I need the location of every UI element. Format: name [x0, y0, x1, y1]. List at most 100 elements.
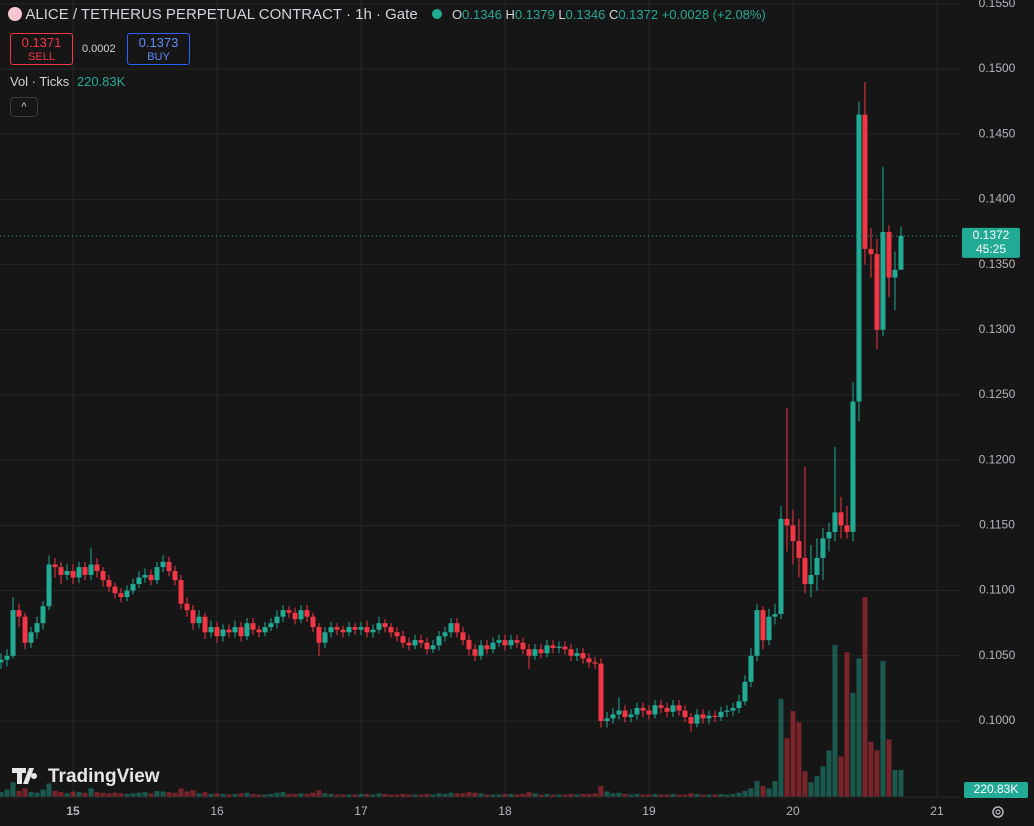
- volume-bar: [430, 794, 436, 797]
- candle-body: [544, 645, 550, 654]
- volume-bar: [682, 794, 688, 797]
- volume-bar: [76, 792, 82, 797]
- candle-body: [382, 623, 388, 628]
- candle-body: [814, 557, 820, 575]
- candle-body: [856, 114, 862, 402]
- y-tick-label: 0.1000: [979, 713, 1016, 727]
- volume-bar: [796, 722, 802, 797]
- y-tick-label: 0.1050: [979, 648, 1016, 662]
- sell-button[interactable]: 0.1371 SELL: [10, 33, 73, 65]
- candle-body: [784, 518, 790, 526]
- volume-bar: [268, 793, 274, 797]
- volume-bar: [496, 794, 502, 797]
- volume-bar: [646, 794, 652, 797]
- candle-body: [16, 610, 22, 617]
- candle-body: [652, 705, 658, 715]
- last-price-tag: [962, 227, 1020, 258]
- candle-body: [376, 623, 382, 630]
- volume-bar: [838, 756, 844, 797]
- volume-bar: [880, 660, 886, 797]
- candle-body: [556, 646, 562, 648]
- candle-body: [232, 627, 238, 633]
- volume-title: Vol · Ticks: [10, 74, 70, 89]
- volume-bar: [250, 793, 256, 797]
- candle-body: [586, 658, 592, 663]
- volume-value: 220.83K: [76, 74, 126, 89]
- candle-body: [646, 710, 652, 715]
- candle-body: [418, 640, 424, 643]
- candle-body: [316, 627, 322, 643]
- candle-body: [322, 632, 328, 643]
- y-tick-label: 0.1550: [979, 0, 1016, 10]
- collapse-button[interactable]: ^: [10, 97, 38, 117]
- settings-icon[interactable]: [992, 806, 1004, 818]
- candle-body: [334, 627, 340, 630]
- candle-body: [0, 659, 4, 663]
- volume-bar: [340, 794, 346, 797]
- volume-bar: [724, 794, 730, 797]
- y-tick-label: 0.1350: [979, 257, 1016, 271]
- candle-body: [166, 561, 172, 572]
- volume-bar: [652, 793, 658, 797]
- volume-bar: [154, 790, 160, 797]
- volume-bar: [748, 788, 754, 797]
- candle-body: [250, 623, 256, 630]
- candle-body: [670, 705, 676, 712]
- volume-bar: [184, 791, 190, 797]
- candle-body: [190, 610, 196, 624]
- volume-bar: [394, 794, 400, 797]
- y-tick-label: 0.1300: [979, 322, 1016, 336]
- candle-body: [442, 632, 448, 637]
- buy-button[interactable]: 0.1373 BUY: [127, 33, 190, 65]
- sell-label: SELL: [28, 51, 55, 63]
- logo-mark: [12, 768, 38, 784]
- volume-bar: [70, 791, 76, 797]
- status-dot: [431, 9, 442, 19]
- volume-bar: [376, 793, 382, 797]
- volume-bar: [244, 792, 250, 797]
- candle-body: [424, 642, 430, 650]
- candle-body: [34, 623, 40, 633]
- volume-bar: [772, 781, 778, 797]
- candle-body: [868, 248, 874, 255]
- candle-body: [94, 564, 100, 572]
- volume-bar: [82, 792, 88, 797]
- volume-bar: [472, 792, 478, 797]
- volume-bar: [226, 794, 232, 797]
- volume-bar: [322, 793, 328, 797]
- volume-bar: [508, 793, 514, 797]
- volume-bar: [544, 793, 550, 797]
- volume-bar: [592, 793, 598, 797]
- candle-body: [880, 231, 886, 330]
- spread: 0.0002: [82, 43, 116, 55]
- volume-bar: [4, 789, 10, 797]
- candle-body: [760, 610, 766, 641]
- volume-bar: [568, 793, 574, 797]
- volume-bar: [832, 644, 838, 797]
- candle-body: [208, 627, 214, 633]
- candle-body: [256, 629, 262, 633]
- volume-bar: [754, 781, 760, 797]
- logo-text: TradingView: [48, 766, 160, 787]
- candle-body: [280, 610, 286, 617]
- candle-body: [58, 567, 64, 575]
- volume-bar: [778, 698, 784, 797]
- x-tick-label: 21: [930, 804, 944, 818]
- volume-bar: [214, 793, 220, 797]
- volume-bar: [856, 658, 862, 797]
- volume-bar: [172, 792, 178, 797]
- candle-body: [640, 707, 646, 711]
- overlay: 0.1000 0.1050 0.1100 0.1150 0.1200 0.1250 0.13…: [66, 0, 1028, 818]
- candle-body: [364, 627, 370, 633]
- volume-legend: Vol · Ticks 220.83K: [10, 74, 125, 89]
- candle-body: [88, 564, 94, 575]
- c-value: 0.1372: [618, 7, 659, 22]
- candle-body: [160, 561, 166, 568]
- volume-bar: [310, 792, 316, 797]
- volume-bar: [760, 785, 766, 797]
- candle-body: [4, 655, 10, 660]
- y-tick-label: 0.1250: [979, 387, 1016, 401]
- volume-bar: [616, 792, 622, 797]
- volume-bar: [802, 771, 808, 797]
- x-tick-label: 15: [66, 804, 80, 818]
